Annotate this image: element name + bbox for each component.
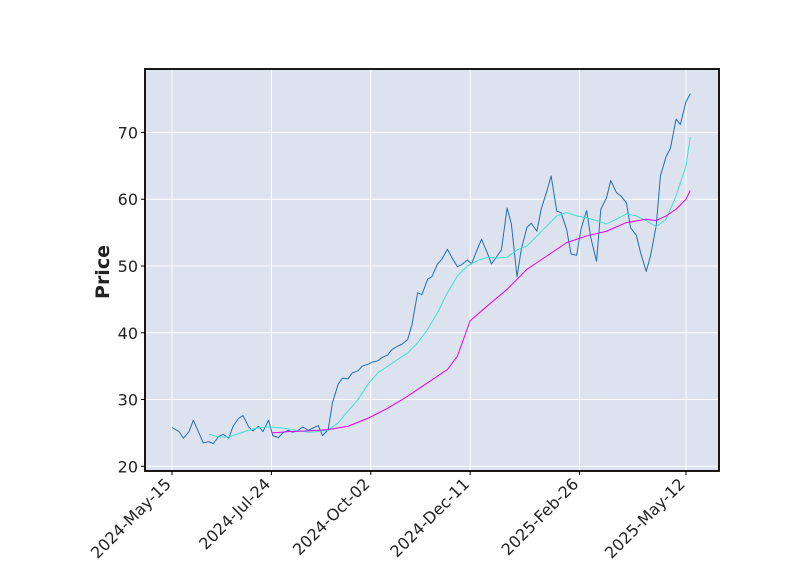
grid-lines [145,69,719,471]
x-tick-label: 2025-May-12 [601,474,689,562]
y-tick-label: 40 [118,324,138,343]
series-lines [171,93,691,445]
y-tick-label: 30 [118,391,138,410]
x-tick-label: 2025-Feb-26 [498,474,583,559]
x-tick-label: 2024-May-15 [87,474,175,562]
y-tick-label: 60 [118,190,138,209]
series-line-ma-short [208,137,691,438]
y-axis-label: Price [92,245,114,299]
x-tick-label: 2024-Oct-02 [289,474,374,559]
x-tick-label: 2024-Jul-24 [195,474,274,553]
series-line-price [171,93,691,445]
y-tick-label: 50 [118,257,138,276]
series-line-ma-long [271,190,691,434]
plot-frame [144,68,720,472]
y-tick-label: 20 [118,457,138,476]
x-tick-label: 2024-Dec-11 [386,474,473,561]
y-tick-label: 70 [118,123,138,142]
plot-background [145,69,719,471]
